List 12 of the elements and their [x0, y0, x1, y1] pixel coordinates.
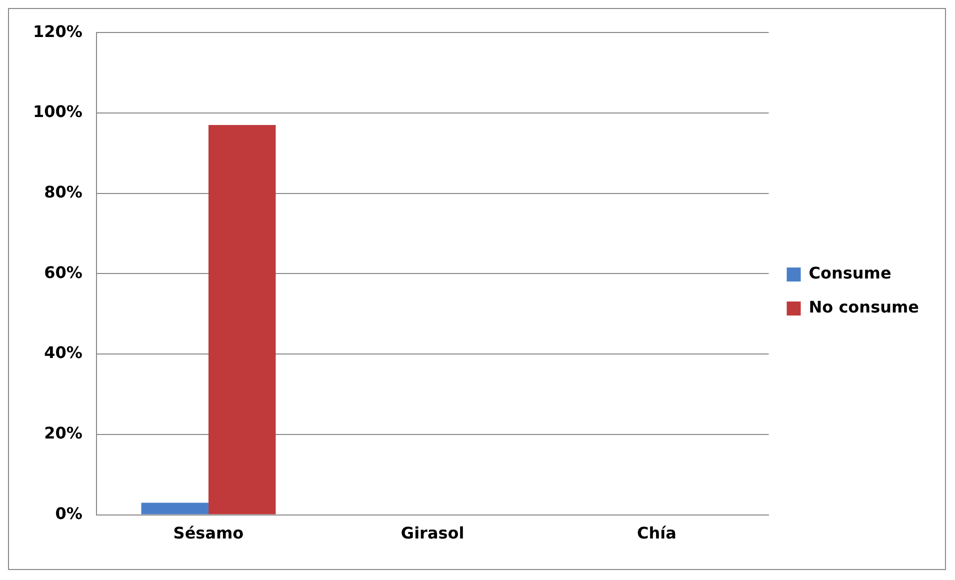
x-tick-label: Chía — [636, 524, 676, 543]
y-tick-label: 20% — [44, 424, 82, 443]
legend-label: No consume — [808, 298, 920, 317]
x-tick-label: Sésamo — [173, 524, 244, 543]
y-tick-label: 100% — [32, 102, 82, 122]
y-tick-label: 40% — [44, 343, 82, 362]
y-tick-label: 80% — [44, 182, 82, 202]
x-tick-label: Girasol — [400, 524, 464, 543]
legend-label: Consume — [808, 264, 892, 283]
y-tick-label: 120% — [32, 22, 82, 41]
y-tick-label: 60% — [44, 262, 82, 282]
y-tick-label: 0% — [55, 504, 82, 523]
